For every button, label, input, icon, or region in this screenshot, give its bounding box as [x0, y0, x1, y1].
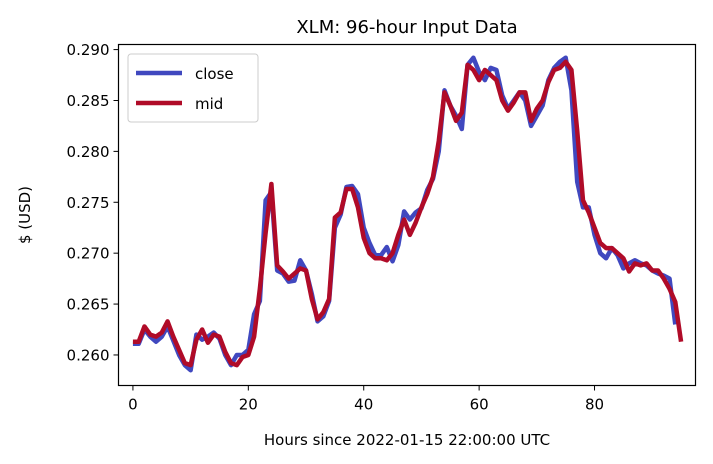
y-axis-label: $ (USD) [16, 186, 34, 244]
x-tick-label: 60 [470, 396, 489, 414]
legend-label-mid: mid [195, 95, 223, 113]
series-line-mid [132, 59, 684, 368]
chart-title: XLM: 96-hour Input Data [296, 17, 517, 38]
y-tick-label: 0.260 [67, 346, 110, 364]
y-tick-label: 0.265 [67, 296, 110, 314]
legend-box [127, 53, 259, 123]
series-layer [132, 55, 684, 373]
y-tick-label: 0.275 [67, 194, 110, 212]
legend-label-close: close [195, 65, 234, 83]
x-tick-label: 0 [128, 396, 138, 414]
x-axis-ticks: 0 20 40 60 80 [128, 385, 604, 414]
legend: close mid [127, 53, 259, 123]
x-axis-label: Hours since 2022-01-15 22:00:00 UTC [264, 431, 550, 449]
y-axis-ticks: 0.260 0.265 0.270 0.275 0.280 0.285 0.290 [67, 41, 119, 364]
x-tick-label: 40 [354, 396, 373, 414]
y-tick-label: 0.290 [67, 41, 110, 59]
y-tick-label: 0.280 [67, 143, 110, 161]
y-tick-label: 0.270 [67, 245, 110, 263]
y-tick-label: 0.285 [67, 92, 110, 110]
x-tick-label: 80 [585, 396, 604, 414]
x-tick-label: 20 [239, 396, 258, 414]
plot-frame [117, 43, 697, 387]
